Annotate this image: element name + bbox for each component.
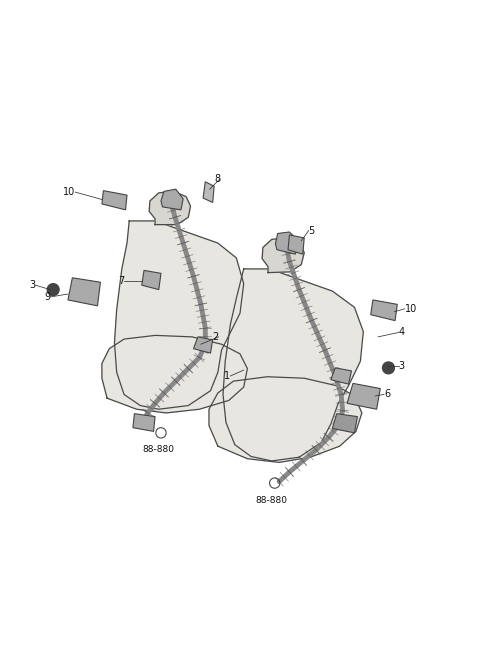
Text: 9: 9 (44, 292, 50, 302)
Polygon shape (288, 235, 304, 254)
Text: 6: 6 (384, 390, 390, 400)
Polygon shape (114, 221, 244, 409)
Polygon shape (102, 335, 247, 413)
Text: 3: 3 (29, 280, 36, 290)
Text: 1: 1 (224, 371, 230, 381)
Polygon shape (203, 182, 214, 203)
Text: 3: 3 (399, 361, 405, 371)
Polygon shape (331, 368, 351, 384)
Polygon shape (262, 238, 304, 273)
Text: 5: 5 (309, 226, 315, 236)
Text: 10: 10 (405, 304, 417, 314)
Polygon shape (133, 414, 155, 432)
Polygon shape (347, 383, 380, 409)
Text: 88-880: 88-880 (143, 445, 175, 455)
Text: 2: 2 (212, 332, 218, 342)
Circle shape (47, 283, 59, 295)
Text: 7: 7 (118, 276, 124, 286)
Polygon shape (223, 269, 363, 461)
Polygon shape (371, 300, 397, 321)
Polygon shape (142, 270, 161, 289)
Text: 8: 8 (214, 174, 220, 184)
Text: 10: 10 (63, 187, 75, 197)
Polygon shape (332, 414, 358, 433)
Polygon shape (276, 232, 299, 254)
Polygon shape (68, 277, 100, 306)
Text: 4: 4 (399, 327, 405, 337)
Circle shape (383, 362, 395, 374)
Polygon shape (102, 191, 127, 210)
Polygon shape (193, 337, 213, 353)
Text: 88-880: 88-880 (256, 496, 288, 504)
Polygon shape (209, 377, 362, 462)
Polygon shape (161, 189, 183, 210)
Polygon shape (149, 192, 191, 224)
